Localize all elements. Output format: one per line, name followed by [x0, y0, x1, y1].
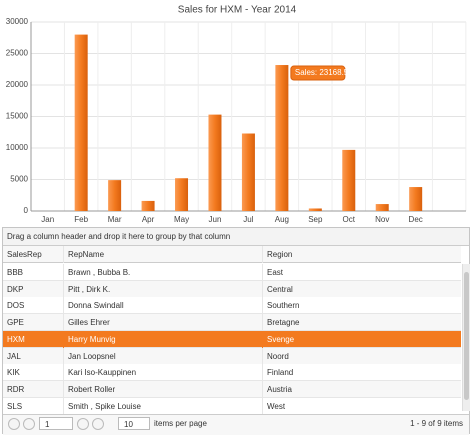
pager-summary: 1 - 9 of 9 items	[410, 419, 463, 428]
x-tick-label: Aug	[275, 215, 289, 224]
grid-cell: West	[262, 397, 461, 415]
grid-cell: Brawn , Bubba B.	[63, 264, 262, 281]
data-grid: Drag a column header and drop it here to…	[2, 227, 470, 435]
grid-cell: HXM	[7, 334, 25, 344]
selected-row[interactable]: HXM Harry Munvig Svenge	[3, 330, 461, 348]
x-tick-label: Jan	[41, 215, 54, 224]
grid-cell: Pitt , Dirk K.	[63, 280, 262, 298]
x-tick-label: Oct	[343, 215, 356, 224]
grid-cell: Finland	[262, 364, 461, 382]
x-tick-label: Jun	[209, 215, 222, 224]
column-header[interactable]: RepName	[63, 246, 262, 263]
grid-body: BBB Brawn , Bubba B. East DKP Pitt , Dirk K.…	[3, 264, 461, 415]
y-tick-label: 30000	[6, 17, 29, 26]
grid-cell: Gilles Ehrer	[63, 314, 262, 332]
grid-row[interactable]: RDR Robert Roller Austria	[3, 380, 461, 398]
y-tick-label: 20000	[6, 80, 29, 89]
x-tick-label: Apr	[142, 215, 155, 224]
bar	[74, 34, 88, 211]
grid-cell: RDR	[7, 384, 25, 394]
chart-title: Sales for HXM - Year 2014	[178, 5, 297, 16]
grid-cell: Southern	[262, 297, 461, 315]
x-tick-label: Feb	[74, 215, 88, 224]
grid-cell: Noord	[262, 347, 461, 365]
bar	[375, 204, 389, 211]
grid-row[interactable]: GPE Gilles Ehrer Bretagne	[3, 314, 461, 332]
bar	[409, 187, 423, 211]
bar	[275, 65, 289, 211]
tooltip	[290, 65, 346, 81]
y-tick-label: 10000	[6, 143, 29, 152]
page-select[interactable]: 1	[39, 417, 73, 430]
page-size-select[interactable]: 10	[118, 417, 150, 430]
grid-cell: Bretagne	[262, 314, 461, 332]
grid-cell: Central	[262, 280, 461, 298]
bar	[141, 200, 155, 211]
grid-row[interactable]: JAL Jan Loopsnel Noord	[3, 347, 461, 365]
grid-row[interactable]: BBB Brawn , Bubba B. East	[3, 264, 461, 281]
bar	[108, 180, 122, 211]
x-tick-label: Mar	[108, 215, 122, 224]
grid-cell: Donna Swindall	[63, 297, 262, 315]
x-tick-label: Jul	[243, 215, 253, 224]
y-tick-label: 5000	[10, 175, 28, 184]
next-page[interactable]	[77, 418, 89, 430]
grid-cell: Smith , Spike Louise	[63, 397, 262, 415]
bar	[342, 149, 356, 211]
last-page[interactable]	[92, 418, 104, 430]
column-header[interactable]: SalesRep	[7, 250, 42, 259]
x-tick-label: Nov	[375, 215, 389, 224]
prev-page[interactable]	[23, 418, 35, 430]
column-header[interactable]: Region	[262, 246, 461, 263]
x-tick-label: Dec	[409, 215, 423, 224]
grid-row[interactable]: DKP Pitt , Dirk K. Central	[3, 280, 461, 298]
grid-cell: Robert Roller	[63, 380, 262, 398]
bar	[175, 178, 189, 211]
per-page-label: items per page	[154, 419, 207, 428]
grid-cell: Kari Iso-Kauppinen	[63, 364, 262, 382]
grid-cell: KIK	[7, 368, 20, 378]
tooltip-label: Sales: 23168.5	[295, 68, 349, 77]
y-tick-label: 25000	[6, 49, 29, 58]
scroll-thumb[interactable]	[464, 272, 469, 400]
grid-row[interactable]: SLS Smith , Spike Louise West	[3, 397, 461, 415]
grid-cell: Jan Loopsnel	[63, 347, 262, 365]
grid-cell: JAL	[7, 351, 21, 361]
grid-cell: Svenge	[262, 330, 461, 348]
grid-cell: SLS	[7, 401, 23, 411]
grid-cell: Harry Munvig	[63, 330, 262, 348]
grid-cell: Austria	[262, 380, 461, 398]
scrollbar[interactable]	[462, 264, 470, 411]
x-tick-label: May	[174, 215, 189, 224]
y-tick-label: 15000	[6, 112, 29, 121]
chart: Sales for HXM - Year 2014 0 5000 10000 1500…	[6, 5, 467, 224]
group-panel[interactable]: Drag a column header and drop it here to…	[3, 228, 469, 246]
grid-row[interactable]: DOS Donna Swindall Southern	[3, 297, 461, 315]
grid-cell: DOS	[7, 301, 25, 311]
grid-cell: East	[262, 264, 461, 281]
grid-cell: GPE	[7, 318, 24, 328]
y-tick-label: 0	[24, 206, 29, 215]
bar	[241, 133, 255, 211]
bar	[208, 114, 222, 211]
grid-row[interactable]: KIK Kari Iso-Kauppinen Finland	[3, 364, 461, 382]
bar	[308, 208, 322, 211]
grid-cell: BBB	[7, 268, 24, 277]
x-tick-label: Sep	[308, 215, 323, 224]
first-page[interactable]	[8, 418, 20, 430]
grid-cell: DKP	[7, 284, 24, 294]
header-row: SalesRep RepName Region	[3, 246, 461, 263]
